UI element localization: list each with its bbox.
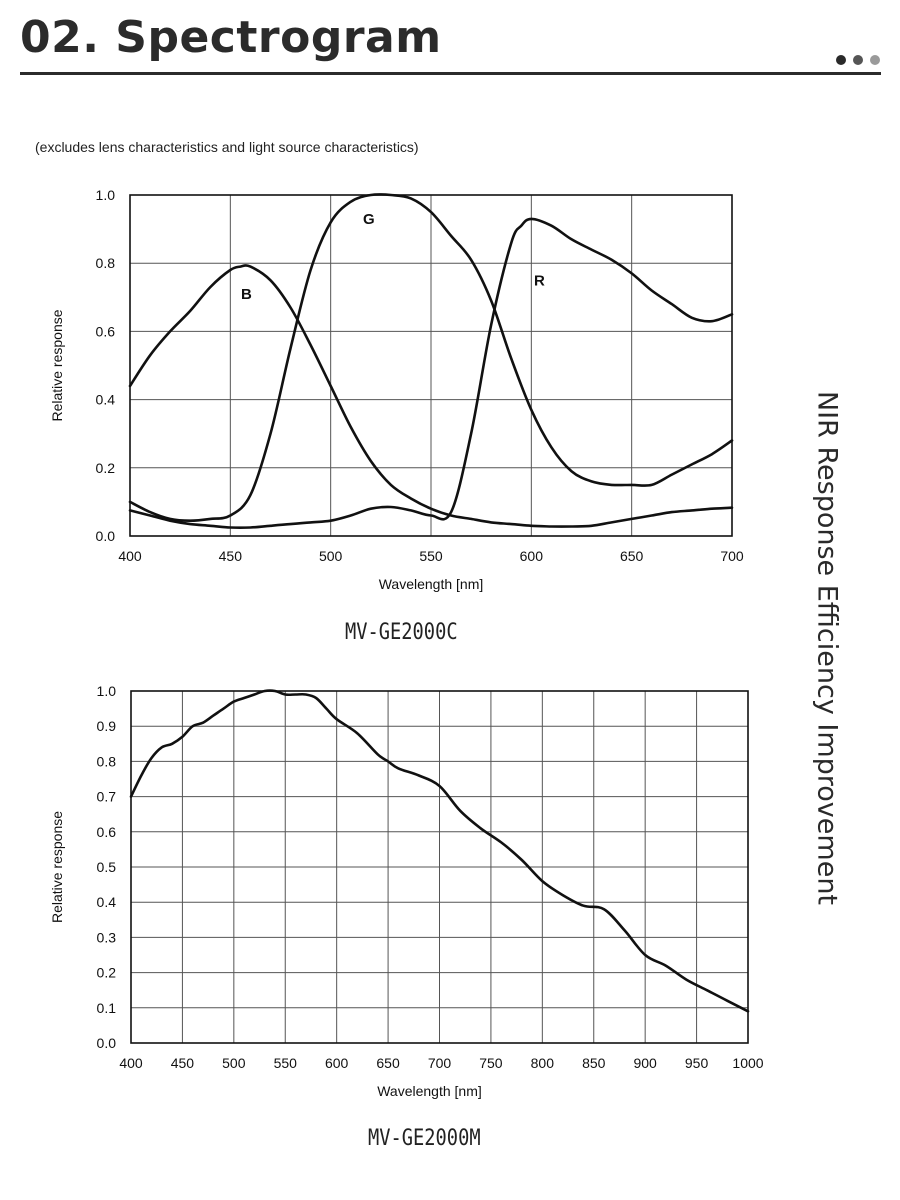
- y-tick-label: 0.2: [97, 965, 117, 981]
- y-tick-label: 0.4: [96, 392, 116, 408]
- header-divider: [20, 72, 881, 75]
- dot-3: [870, 55, 880, 65]
- pagination-dots: [836, 55, 880, 65]
- x-tick-label: 550: [274, 1055, 298, 1071]
- y-tick-label: 1.0: [97, 683, 117, 699]
- x-tick-label: 600: [520, 548, 544, 564]
- mono-spectral-chart: 400 450 500 550 600 650 700 750 800 850 900 950 1000…: [49, 683, 764, 1099]
- x-axis-title: Wavelength [nm]: [377, 1083, 482, 1099]
- plot-frame: [129, 194, 733, 537]
- page-title: 02. Spectrogram: [20, 12, 442, 63]
- y-tick-label: 0.6: [96, 323, 116, 339]
- x-tick-label: 700: [720, 548, 744, 564]
- y-tick-label: 0.5: [97, 859, 117, 875]
- model-label-color: MV-GE2000C: [345, 620, 458, 645]
- series-line: [129, 689, 750, 1013]
- y-tick-label: 0.3: [97, 929, 117, 945]
- series-label-r: R: [534, 272, 545, 289]
- x-tick-label: 900: [633, 1055, 657, 1071]
- x-tick-label: 800: [531, 1055, 555, 1071]
- x-axis-title: Wavelength [nm]: [379, 576, 484, 592]
- y-tick-label: 0.2: [96, 460, 116, 476]
- model-label-mono: MV-GE2000M: [368, 1126, 481, 1151]
- x-tick-label: 950: [685, 1055, 709, 1071]
- x-tick-label: 750: [479, 1055, 503, 1071]
- x-tick-label: 450: [219, 548, 243, 564]
- x-tick-label: 600: [325, 1055, 349, 1071]
- y-tick-label: 0.8: [96, 255, 116, 271]
- side-caption: NIR Response Efficiency Improvement: [811, 390, 843, 906]
- series-label-g: G: [363, 211, 375, 228]
- series-line-r: [128, 217, 734, 530]
- x-tick-label: 450: [171, 1055, 195, 1071]
- y-axis-title: Relative response: [49, 309, 65, 421]
- x-tick-label: 500: [319, 548, 343, 564]
- y-tick-label: 0.8: [97, 753, 117, 769]
- chart-note: (excludes lens characteristics and light…: [35, 139, 419, 155]
- x-tick-label: 400: [119, 1055, 143, 1071]
- x-tick-label: 500: [222, 1055, 246, 1071]
- x-tick-label: 1000: [732, 1055, 763, 1071]
- color-spectral-chart: 400 450 500 550 600 650 700 0.0 0.2 0.4 0.6 0.8 1.0 W…: [49, 187, 744, 592]
- plot-frame: [130, 690, 749, 1044]
- dot-2: [853, 55, 863, 65]
- y-tick-label: 0.9: [97, 718, 117, 734]
- x-tick-label: 650: [620, 548, 644, 564]
- x-tick-label: 850: [582, 1055, 606, 1071]
- x-tick-label: 550: [419, 548, 443, 564]
- x-tick-label: 650: [376, 1055, 400, 1071]
- y-axis-title: Relative response: [49, 811, 65, 923]
- y-tick-label: 0.7: [97, 789, 117, 805]
- x-tick-label: 700: [428, 1055, 452, 1071]
- dot-1: [836, 55, 846, 65]
- series-line-b: [128, 264, 734, 528]
- y-tick-label: 0.1: [97, 1000, 117, 1016]
- y-tick-label: 1.0: [96, 187, 116, 203]
- y-tick-label: 0.0: [97, 1035, 117, 1051]
- series-line-g: [128, 193, 734, 522]
- y-tick-label: 0.0: [96, 528, 116, 544]
- series-label-b: B: [241, 286, 252, 303]
- x-tick-label: 400: [118, 548, 142, 564]
- y-tick-label: 0.4: [97, 894, 117, 910]
- y-tick-label: 0.6: [97, 824, 117, 840]
